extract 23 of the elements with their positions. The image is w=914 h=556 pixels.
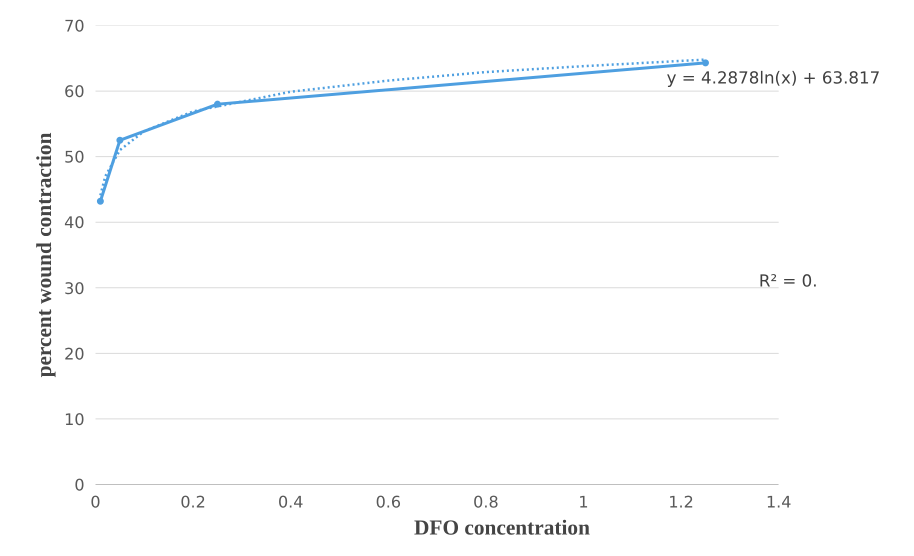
y-tick-label: 40 [64, 213, 84, 232]
y-axis-title: percent wound contraction [32, 132, 56, 378]
y-tick-label: 60 [64, 82, 84, 102]
x-tick-label: 0 [90, 492, 101, 512]
x-tick-label: 0.8 [473, 492, 499, 512]
x-tick-label: 1 [578, 492, 589, 512]
point [96, 198, 104, 205]
y-tick-label: 0 [74, 476, 85, 494]
y-tick-label: 30 [64, 278, 84, 298]
y-tick-label: 10 [64, 410, 84, 429]
x-axis-title: DFO concentration [414, 516, 590, 540]
y-tick-label: 70 [64, 16, 84, 36]
y-tick-label: 20 [64, 344, 84, 364]
point [702, 59, 709, 66]
x-tick-label: 1.4 [766, 492, 792, 512]
x-tick-label: 0.4 [278, 492, 304, 512]
annotation: y = 4.2878ln(x) + 63.817 [666, 68, 880, 88]
x-tick-label: 0.2 [180, 492, 206, 512]
x-tick-label: 1.2 [668, 492, 694, 512]
y-tick-label: 50 [64, 148, 84, 167]
x-tick-label: 0.6 [376, 492, 402, 512]
annotation: R² = 0. [758, 272, 818, 291]
point [116, 136, 124, 144]
